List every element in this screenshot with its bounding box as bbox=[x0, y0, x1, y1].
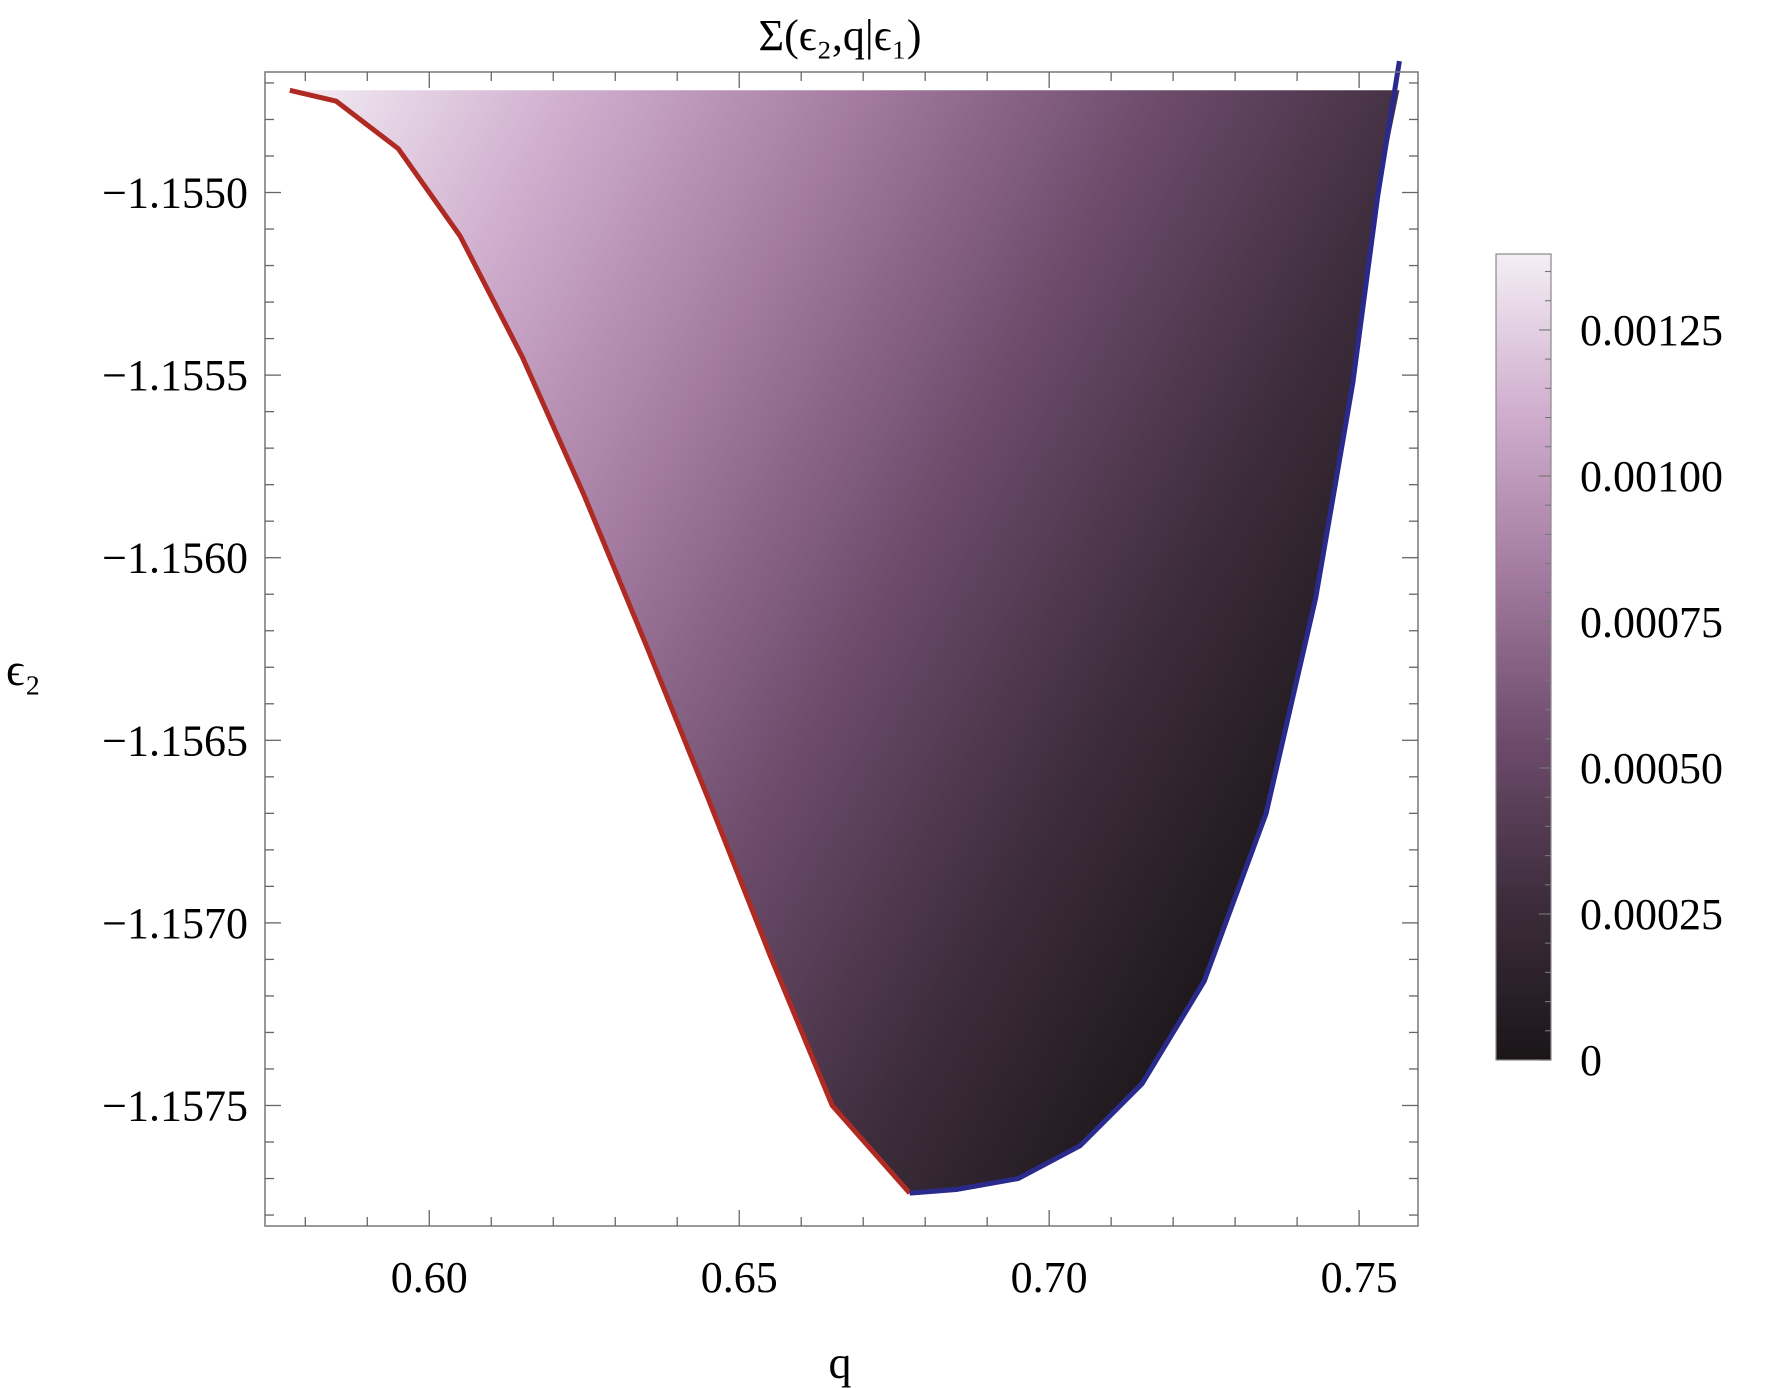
colorbar-tick-label: 0.00075 bbox=[1580, 598, 1723, 647]
y-tick-label: −1.1575 bbox=[102, 1081, 248, 1130]
y-tick-label: −1.1560 bbox=[102, 534, 248, 583]
x-tick-label: 0.75 bbox=[1321, 1253, 1398, 1302]
x-tick-label: 0.65 bbox=[701, 1253, 778, 1302]
x-axis-label: q bbox=[829, 1337, 852, 1388]
density-region bbox=[289, 90, 1400, 1194]
plot-border bbox=[264, 71, 1419, 1227]
colorbar-tick-label: 0.00025 bbox=[1580, 890, 1723, 939]
y-tick-label: −1.1570 bbox=[102, 899, 248, 948]
density-fill bbox=[289, 90, 1400, 1194]
colorbar-tick-label: 0.00050 bbox=[1580, 744, 1723, 793]
colorbar: 0 0.00025 0.00050 0.00075 0.00100 0.00125 bbox=[1495, 253, 1723, 1085]
y-axis: −1.1550 −1.1555 −1.1560 −1.1565 −1.1570 −1.15… bbox=[102, 82, 1418, 1216]
colorbar-tick-label: 0.00125 bbox=[1580, 306, 1723, 355]
y-tick-label: −1.1550 bbox=[102, 169, 248, 218]
chart-title: Σ(ϵ₂,q|ϵ₁) bbox=[758, 11, 921, 60]
x-tick-label: 0.60 bbox=[391, 1253, 468, 1302]
right-boundary-curve bbox=[909, 60, 1402, 1196]
x-tick-label: 0.70 bbox=[1011, 1253, 1088, 1302]
y-tick-label: −1.1565 bbox=[102, 716, 248, 765]
left-boundary-curve bbox=[289, 87, 912, 1195]
y-tick-label: −1.1555 bbox=[102, 351, 248, 400]
region-boundaries bbox=[289, 60, 1402, 1196]
y-axis-label: ϵ₂ bbox=[6, 644, 41, 695]
x-axis: 0.60 0.65 0.70 0.75 bbox=[304, 72, 1398, 1302]
colorbar-tick-label: 0 bbox=[1580, 1036, 1602, 1085]
colorbar-tick-label: 0.00100 bbox=[1580, 452, 1723, 501]
colorbar-gradient bbox=[1495, 253, 1552, 1061]
plot-frame bbox=[264, 71, 1419, 1227]
